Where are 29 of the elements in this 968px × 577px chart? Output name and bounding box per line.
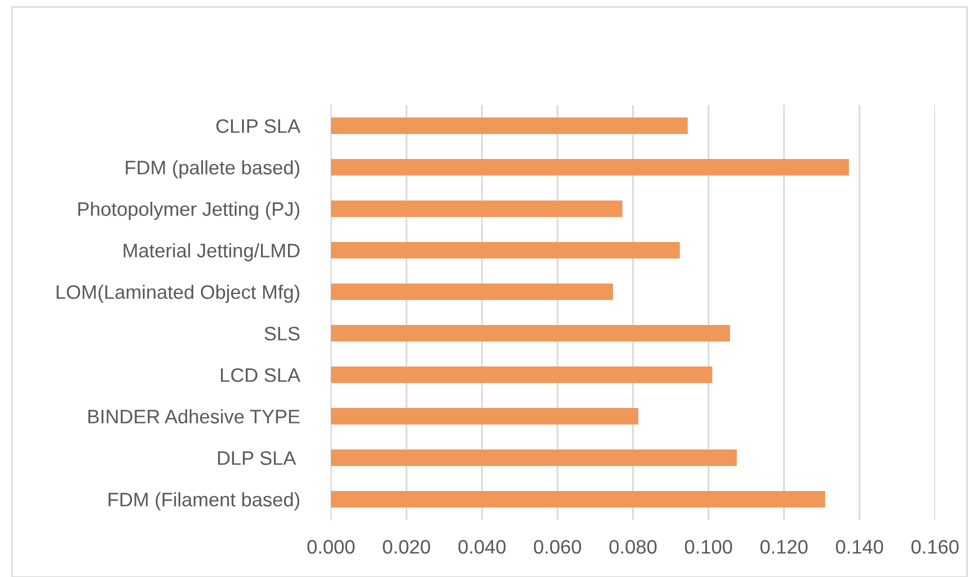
x-tick-label: 0.040 <box>458 540 506 554</box>
x-tick-label: 0.020 <box>382 540 430 554</box>
y-tick-label: BINDER Adhesive TYPE <box>88 409 300 424</box>
bar <box>331 283 613 300</box>
bar <box>331 366 712 384</box>
bar <box>331 117 688 134</box>
y-tick-label: DLP SLA <box>218 451 296 465</box>
y-tick-label: Material Jetting/LMD <box>124 243 300 262</box>
y-tick-label: LOM(Laminated Object Mfg) <box>56 284 300 303</box>
y-tick-label: FDM (Filament based) <box>108 492 300 510</box>
bar <box>331 490 826 508</box>
y-tick-label: SLS <box>264 326 300 340</box>
y-tick-label: CLIP SLA <box>216 119 300 133</box>
x-tick-label: 0.120 <box>760 540 808 554</box>
bar <box>331 324 730 342</box>
y-tick-label: LCD SLA <box>220 368 300 382</box>
x-tick-label: 0.100 <box>684 540 732 554</box>
y-tick-label: FDM (pallete based) <box>126 160 300 178</box>
x-tick-label: 0.000 <box>307 540 355 554</box>
bar <box>331 408 638 425</box>
bar <box>331 200 622 218</box>
y-tick-label: Photopolymer Jetting (PJ) <box>78 202 300 220</box>
x-tick-label: 0.080 <box>609 540 657 554</box>
bar <box>331 242 680 259</box>
bar <box>331 449 737 466</box>
x-tick-label: 0.060 <box>534 540 582 554</box>
x-tick-label: 0.160 <box>911 540 959 554</box>
x-tick-label: 0.140 <box>836 540 884 554</box>
bar <box>331 158 849 176</box>
